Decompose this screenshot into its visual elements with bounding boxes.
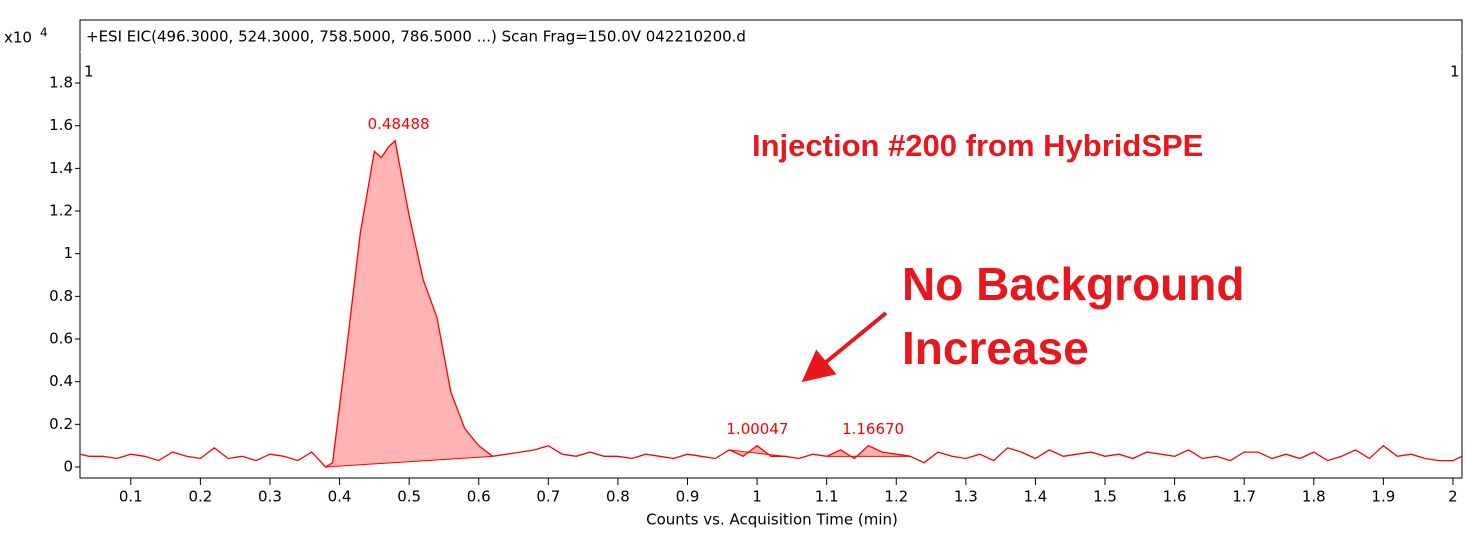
y-exponent: 4 xyxy=(40,26,48,40)
y-tick-label: 1.4 xyxy=(49,159,73,177)
trace xyxy=(79,139,1463,468)
y-tick-label: 1.2 xyxy=(49,202,73,220)
x-axis-label: Counts vs. Acquisition Time (min) xyxy=(646,511,898,529)
y-tick-label: 1 xyxy=(63,244,73,262)
frame xyxy=(79,19,1463,479)
peak-area xyxy=(826,445,911,459)
arrow xyxy=(801,311,888,383)
peak-area xyxy=(325,140,493,468)
x-tick-label: 1.1 xyxy=(815,488,839,506)
peak-label: 1.00047 xyxy=(726,420,788,438)
y-tick-label: 0 xyxy=(63,458,73,476)
x-tick-label: 0.1 xyxy=(119,488,143,506)
y-tick-label: 1.8 xyxy=(49,74,73,92)
x-tick-label: 1 xyxy=(752,488,762,506)
x-tick-label: 0.2 xyxy=(188,488,212,506)
x-tick-label: 0.4 xyxy=(328,488,352,506)
x-tick-label: 0.5 xyxy=(397,488,421,506)
y-tick-label: 0.4 xyxy=(49,372,73,390)
corner-label: 1 xyxy=(1450,63,1460,81)
chart-title: +ESI EIC(496.3000, 524.3000, 758.5000, 7… xyxy=(86,28,746,46)
x-tick-label: 1.3 xyxy=(954,488,978,506)
x-tick-label: 1.9 xyxy=(1371,488,1395,506)
x-tick-label: 1.5 xyxy=(1093,488,1117,506)
y-multiplier: x10 xyxy=(4,29,32,47)
y-tick-label: 0.8 xyxy=(49,287,73,305)
y-tick-label: 1.6 xyxy=(49,116,73,134)
peak-area xyxy=(729,445,785,457)
x-tick-label: 1.4 xyxy=(1024,488,1048,506)
annotation: Increase xyxy=(902,322,1089,374)
x-tick-label: 1.6 xyxy=(1163,488,1187,506)
annotation: No Background xyxy=(902,258,1244,310)
x-tick-label: 1.2 xyxy=(884,488,908,506)
x-tick-label: 0.7 xyxy=(536,488,560,506)
corner-label: 1 xyxy=(84,63,94,81)
peak-label: 1.16670 xyxy=(842,420,904,438)
x-tick-label: 0.9 xyxy=(676,488,700,506)
peak-baseline xyxy=(729,449,785,457)
x-tick-label: 0.8 xyxy=(606,488,630,506)
peak-baseline xyxy=(325,455,493,468)
x-tick-label: 1.8 xyxy=(1302,488,1326,506)
x-tick-label: 0.3 xyxy=(258,488,282,506)
y-tick-label: 0.2 xyxy=(49,415,73,433)
x-tick-label: 0.6 xyxy=(467,488,491,506)
x-tick-label: 2 xyxy=(1448,488,1458,506)
y-tick-label: 0.6 xyxy=(49,330,73,348)
x-tick-label: 1.7 xyxy=(1232,488,1256,506)
annotation: Injection #200 from HybridSPE xyxy=(752,128,1203,163)
peak-label: 0.48488 xyxy=(368,115,430,133)
